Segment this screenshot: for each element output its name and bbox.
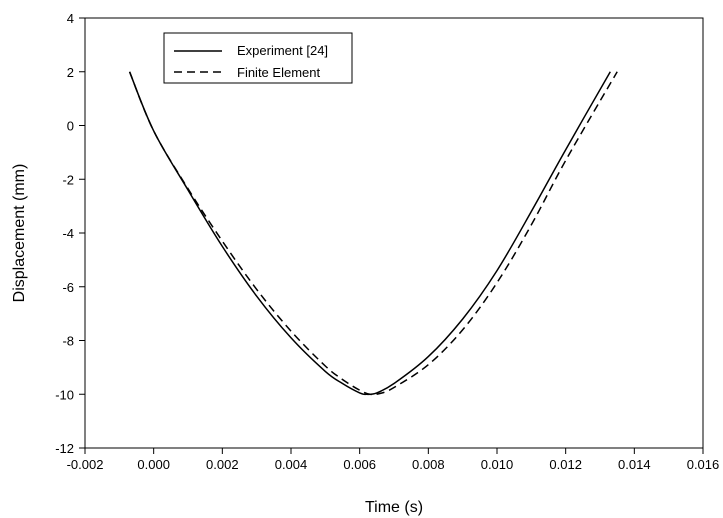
series-layer [128, 71, 618, 396]
y-tick-label: -12 [55, 441, 74, 456]
x-tick-label: 0.004 [275, 457, 308, 472]
legend-label-experiment: Experiment [24] [237, 43, 328, 58]
x-tick-label: 0.002 [206, 457, 239, 472]
series-line-finite-element [128, 71, 618, 396]
y-tick-label: -6 [62, 280, 74, 295]
legend-box [163, 32, 353, 84]
y-tick-label: -2 [62, 172, 74, 187]
series-line-experiment [128, 71, 611, 396]
y-tick-label: 4 [67, 11, 74, 26]
x-tick-label: 0.008 [412, 457, 445, 472]
x-axis-title: Time (s) [365, 499, 423, 516]
legend: Experiment [24] Finite Element [163, 32, 353, 84]
x-tick-label: 0.012 [549, 457, 582, 472]
y-axis-title: Displacement (mm) [11, 164, 28, 303]
x-tick-label: 0.006 [343, 457, 376, 472]
x-tick-label: -0.002 [67, 457, 104, 472]
y-tick-label: -8 [62, 334, 74, 349]
legend-label-finite-element: Finite Element [237, 65, 320, 80]
y-tick-label: -10 [55, 387, 74, 402]
x-tick-label: 0.016 [687, 457, 720, 472]
y-tick-label: 2 [67, 65, 74, 80]
axis-ticks: -0.002 0.000 0.002 0.004 0.006 0.008 0.010 0.01… [55, 11, 719, 472]
y-tick-label: -4 [62, 226, 74, 241]
x-tick-label: 0.014 [618, 457, 651, 472]
y-tick-label: 0 [67, 119, 74, 134]
x-tick-label: 0.010 [481, 457, 514, 472]
x-tick-label: 0.000 [137, 457, 170, 472]
